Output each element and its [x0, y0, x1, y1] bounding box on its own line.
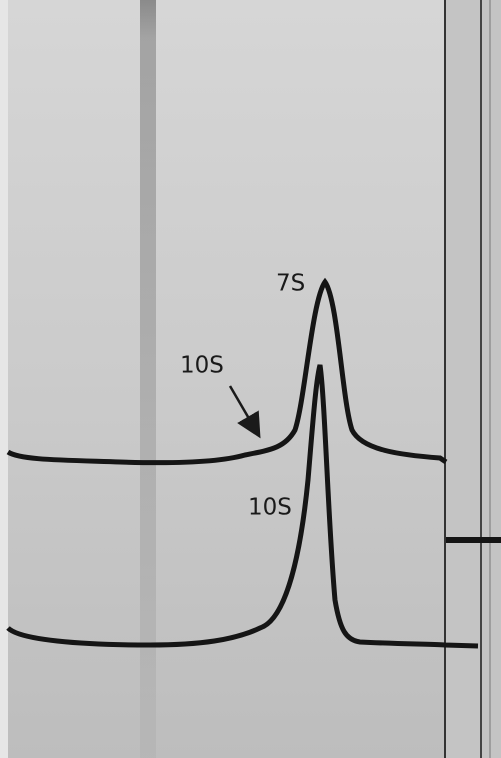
- annotation: 7S: [276, 271, 305, 297]
- left-edge: [0, 0, 8, 758]
- annotation: 10S: [248, 495, 292, 521]
- annotation: 10S: [180, 353, 224, 379]
- photo: 7S 10S 10S: [0, 0, 501, 758]
- page: 7S 10S 10S (() => { const data = JSON.pa…: [0, 0, 501, 758]
